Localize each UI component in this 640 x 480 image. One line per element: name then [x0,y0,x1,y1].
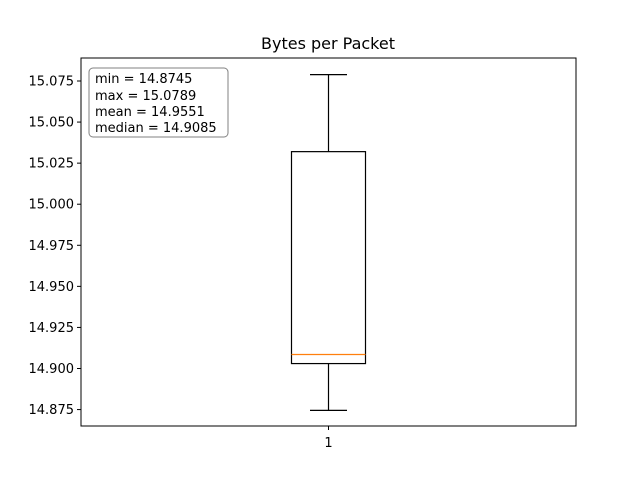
y-tick-label: 15.000 [29,198,75,213]
interquartile-box [290,151,367,365]
chart-title: Bytes per Packet [261,34,395,53]
stats-line-median: median = 14.9085 [95,121,217,136]
y-tick-label: 14.900 [29,362,75,377]
stats-line-max: max = 15.0789 [95,89,196,104]
y-tick-label: 14.925 [29,321,75,336]
y-tick-label: 14.950 [29,280,75,295]
y-tick-label: 15.075 [29,75,75,90]
y-tick-label: 14.975 [29,239,75,254]
stats-box-frame [88,67,229,138]
x-tick-label: 1 [324,436,332,451]
stats-box: min = 14.8745 max = 15.0789 mean = 14.95… [88,67,229,138]
y-tick-label: 15.050 [29,116,75,131]
y-tick-label: 14.875 [29,403,75,418]
y-tick-label: 15.025 [29,157,75,172]
stats-line-min: min = 14.8745 [95,72,192,87]
stats-line-mean: mean = 14.9551 [95,105,205,120]
axes-frame [80,57,577,427]
